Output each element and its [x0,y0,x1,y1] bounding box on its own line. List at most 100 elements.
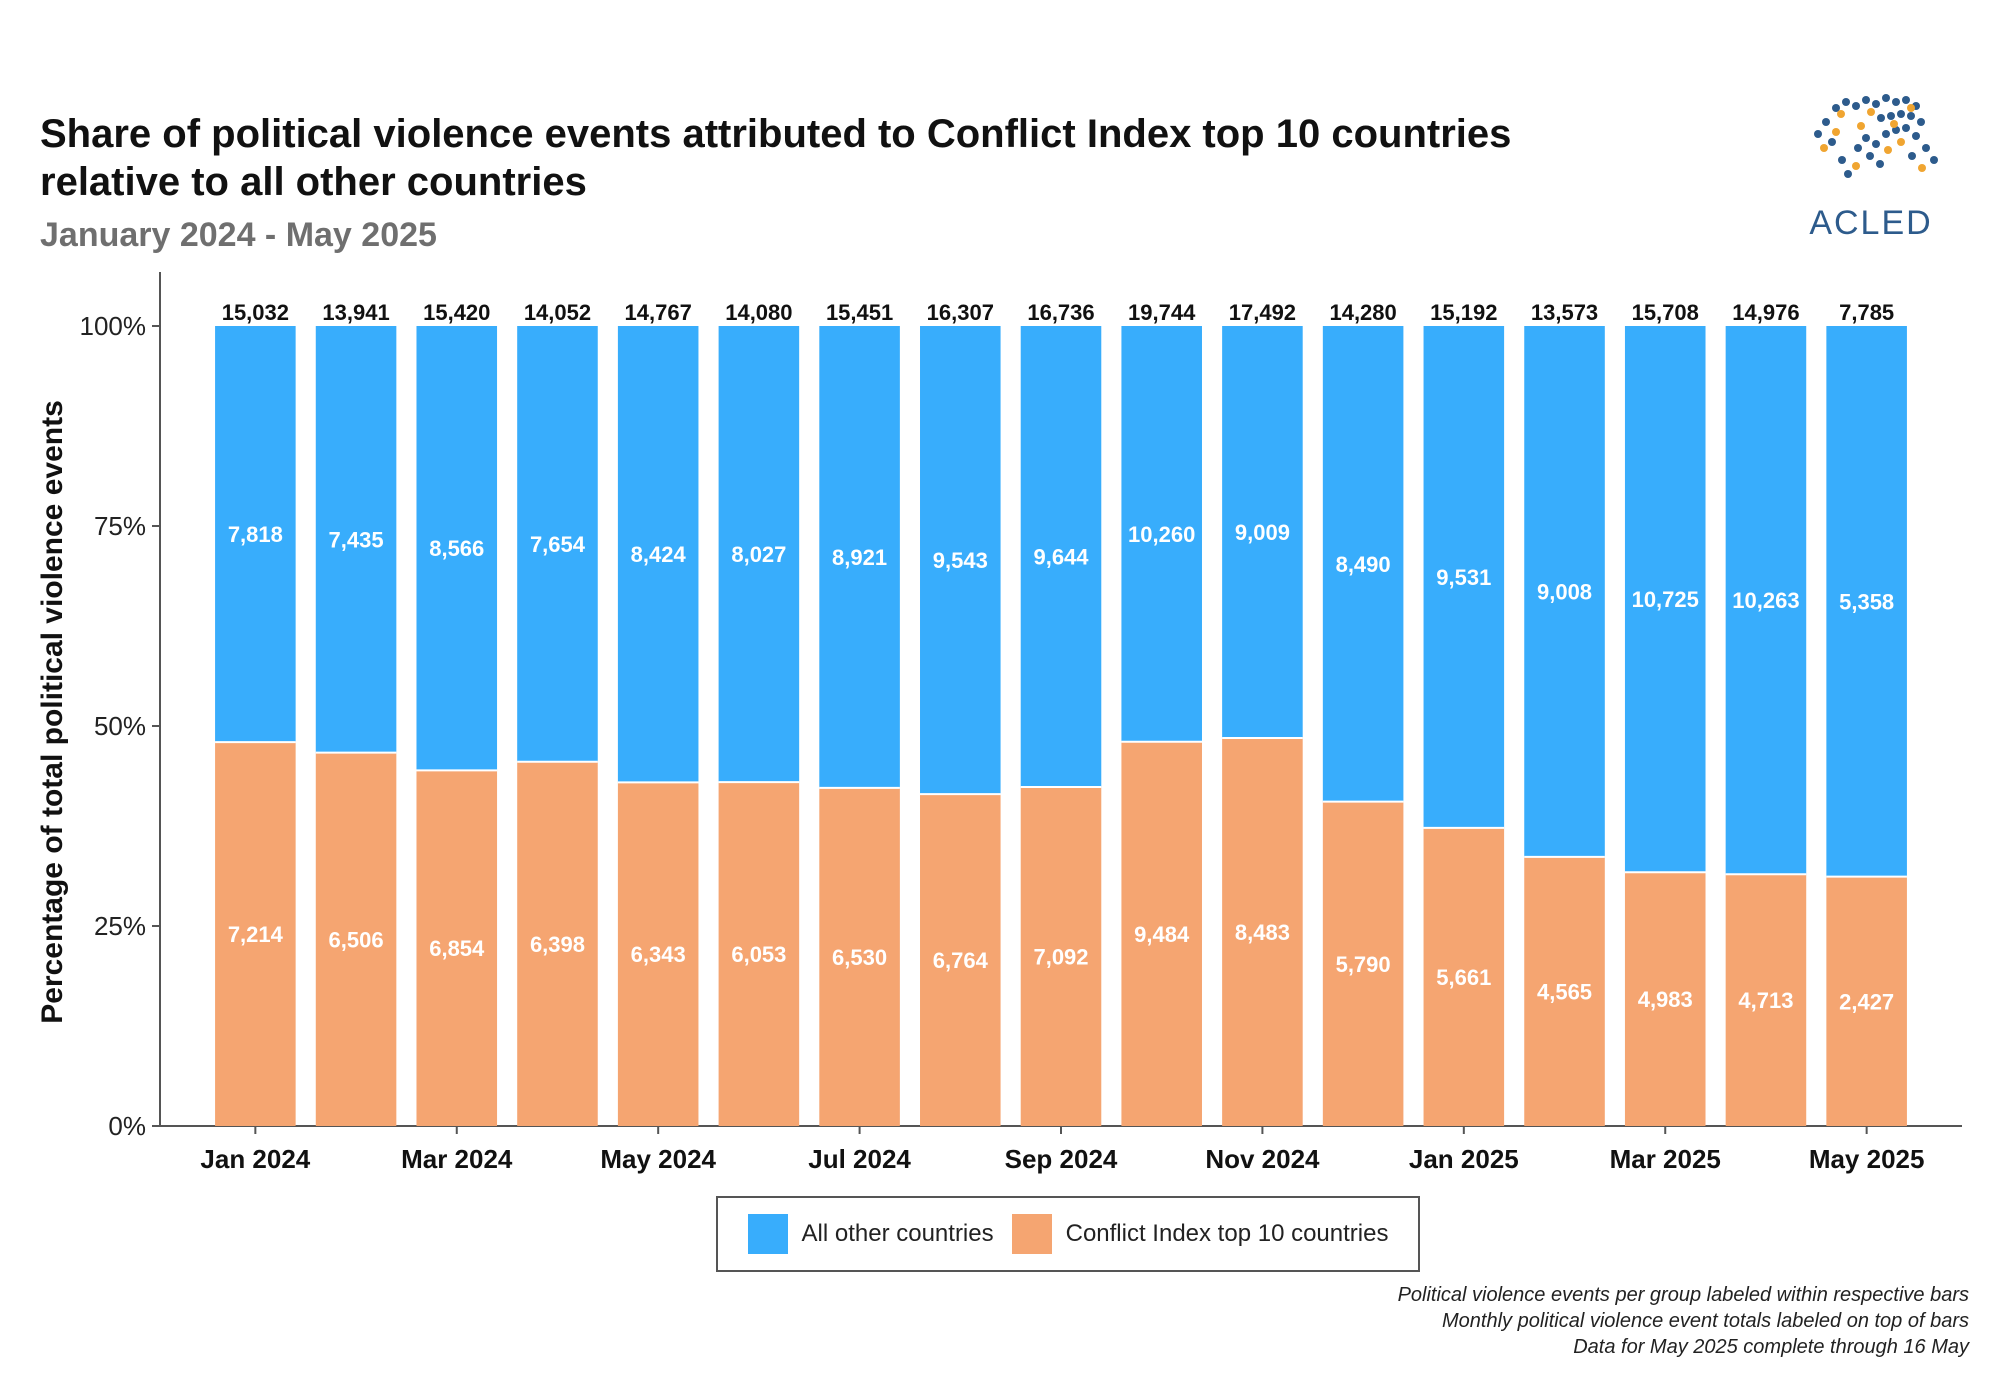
legend: All other countries Conflict Index top 1… [716,1196,1420,1272]
bar-top10 [416,770,498,1126]
bar-other [416,326,498,771]
bar-label-top10: 6,343 [631,942,686,967]
legend-item-top10: Conflict Index top 10 countries [1011,1214,1389,1254]
bar-label-top10: 6,764 [933,948,989,973]
bar-label-other: 7,818 [228,522,283,547]
bar-other [1624,326,1706,873]
bar-label-other: 8,921 [832,545,887,570]
y-tick-label: 100% [80,311,147,341]
bar-other [617,326,699,783]
x-tick-label: Sep 2024 [1005,1144,1118,1174]
acled-logo: ACLED [1796,86,1946,246]
bar-total-label: 14,767 [625,300,692,325]
x-tick-label: Jan 2025 [1409,1144,1519,1174]
bar-label-top10: 5,790 [1336,952,1391,977]
legend-swatch-top10 [1011,1214,1052,1254]
bar-label-top10: 6,053 [731,942,786,967]
bar-top10 [1020,786,1102,1126]
chart-subtitle: January 2024 - May 2025 [40,216,437,254]
y-tick-label: 25% [94,911,146,941]
bar-top10 [1121,741,1202,1126]
chart-title-line-2: relative to all other countries [40,160,587,204]
legend-swatch-other [747,1214,788,1254]
bar-total-label: 15,192 [1430,300,1497,325]
bar-label-other: 9,644 [1033,544,1089,569]
legend-label-other: All other countries [801,1220,994,1247]
bar-other [1725,326,1807,875]
x-tick-label: May 2025 [1809,1144,1925,1174]
bar-label-other: 10,263 [1732,588,1799,613]
logo-text: ACLED [1809,204,1933,242]
plot-area: 0% 25% 50% 75% 100% 7,214 7,818 15,032 6,506 7,43… [80,272,1962,1174]
footnote-3: Data for May 2025 complete through 16 Ma… [1573,1336,1969,1358]
bar-other [1322,326,1404,802]
bar-total-label: 13,573 [1531,300,1598,325]
bar-label-other: 9,531 [1436,565,1491,590]
bar-total-label: 16,736 [1027,300,1094,325]
bar-top10 [1624,872,1706,1126]
footnotes: Political violence events per group labe… [1398,1282,1969,1360]
globe-logo-icon [1814,94,1938,178]
y-tick-label: 0% [108,1111,146,1141]
bar-top10 [819,787,900,1126]
bar-label-top10: 5,661 [1436,965,1491,990]
legend-label-top10: Conflict Index top 10 countries [1065,1220,1389,1247]
bar-total-label: 15,032 [222,300,289,325]
bar-total-label: 19,744 [1128,300,1196,325]
bar-other [1222,326,1303,739]
bar-other [1020,326,1102,787]
bar-top10 [920,794,1001,1126]
bar-other [315,326,397,753]
bar-total-label: 14,080 [725,300,792,325]
bar-label-other: 7,435 [329,527,384,552]
chart-title-line-1: Share of political violence events attri… [40,112,1512,156]
bar-other [517,326,598,762]
bar-label-other: 10,260 [1128,522,1195,547]
bar-label-other: 5,358 [1839,589,1894,614]
bar-other [1121,326,1202,742]
bar-other [819,326,900,788]
bar-total-label: 15,708 [1632,300,1699,325]
bar-top10 [1423,827,1505,1126]
bar-total-label: 13,941 [322,300,389,325]
bar-label-other: 7,654 [530,532,586,557]
bar-label-top10: 6,506 [329,927,384,952]
bar-other [920,326,1001,795]
bar-label-top10: 4,983 [1638,987,1693,1012]
bar-other [215,326,296,743]
bar-top10 [1524,856,1605,1126]
bar-label-top10: 6,854 [429,936,485,961]
bar-top10 [315,752,397,1126]
y-tick-label: 50% [94,711,146,741]
x-tick-label: Jan 2024 [200,1144,310,1174]
bar-top10 [1725,874,1807,1126]
bar-total-label: 14,976 [1732,300,1799,325]
bar-label-top10: 6,398 [530,932,585,957]
bar-top10 [215,742,296,1126]
bar-label-other: 9,543 [933,548,988,573]
bar-label-top10: 4,565 [1537,979,1592,1004]
bar-label-other: 10,725 [1632,587,1699,612]
bar-top10 [1826,876,1907,1126]
stacked-bar-chart: Percentage of total political violence e… [36,272,1962,1174]
y-tick-label: 75% [94,511,146,541]
bar-label-other: 9,008 [1537,579,1592,604]
x-tick-label: Mar 2024 [401,1144,513,1174]
bar-label-other: 8,490 [1336,552,1391,577]
bar-top10 [1222,738,1303,1126]
bar-label-other: 8,027 [731,542,786,567]
bar-top10 [517,761,598,1126]
bar-label-top10: 8,483 [1235,920,1290,945]
bar-other [1826,326,1907,877]
bar-top10 [617,782,699,1126]
bar-label-top10: 2,427 [1839,989,1894,1014]
x-tick-label: Jul 2024 [808,1144,911,1174]
y-axis-label: Percentage of total political violence e… [36,400,69,1024]
bar-other [718,326,800,783]
bar-total-label: 14,280 [1329,300,1396,325]
bar-label-top10: 9,484 [1134,922,1190,947]
bar-label-other: 9,009 [1235,520,1290,545]
x-tick-label: Mar 2025 [1610,1144,1721,1174]
x-tick-label: Nov 2024 [1205,1144,1320,1174]
bar-top10 [1322,801,1404,1126]
